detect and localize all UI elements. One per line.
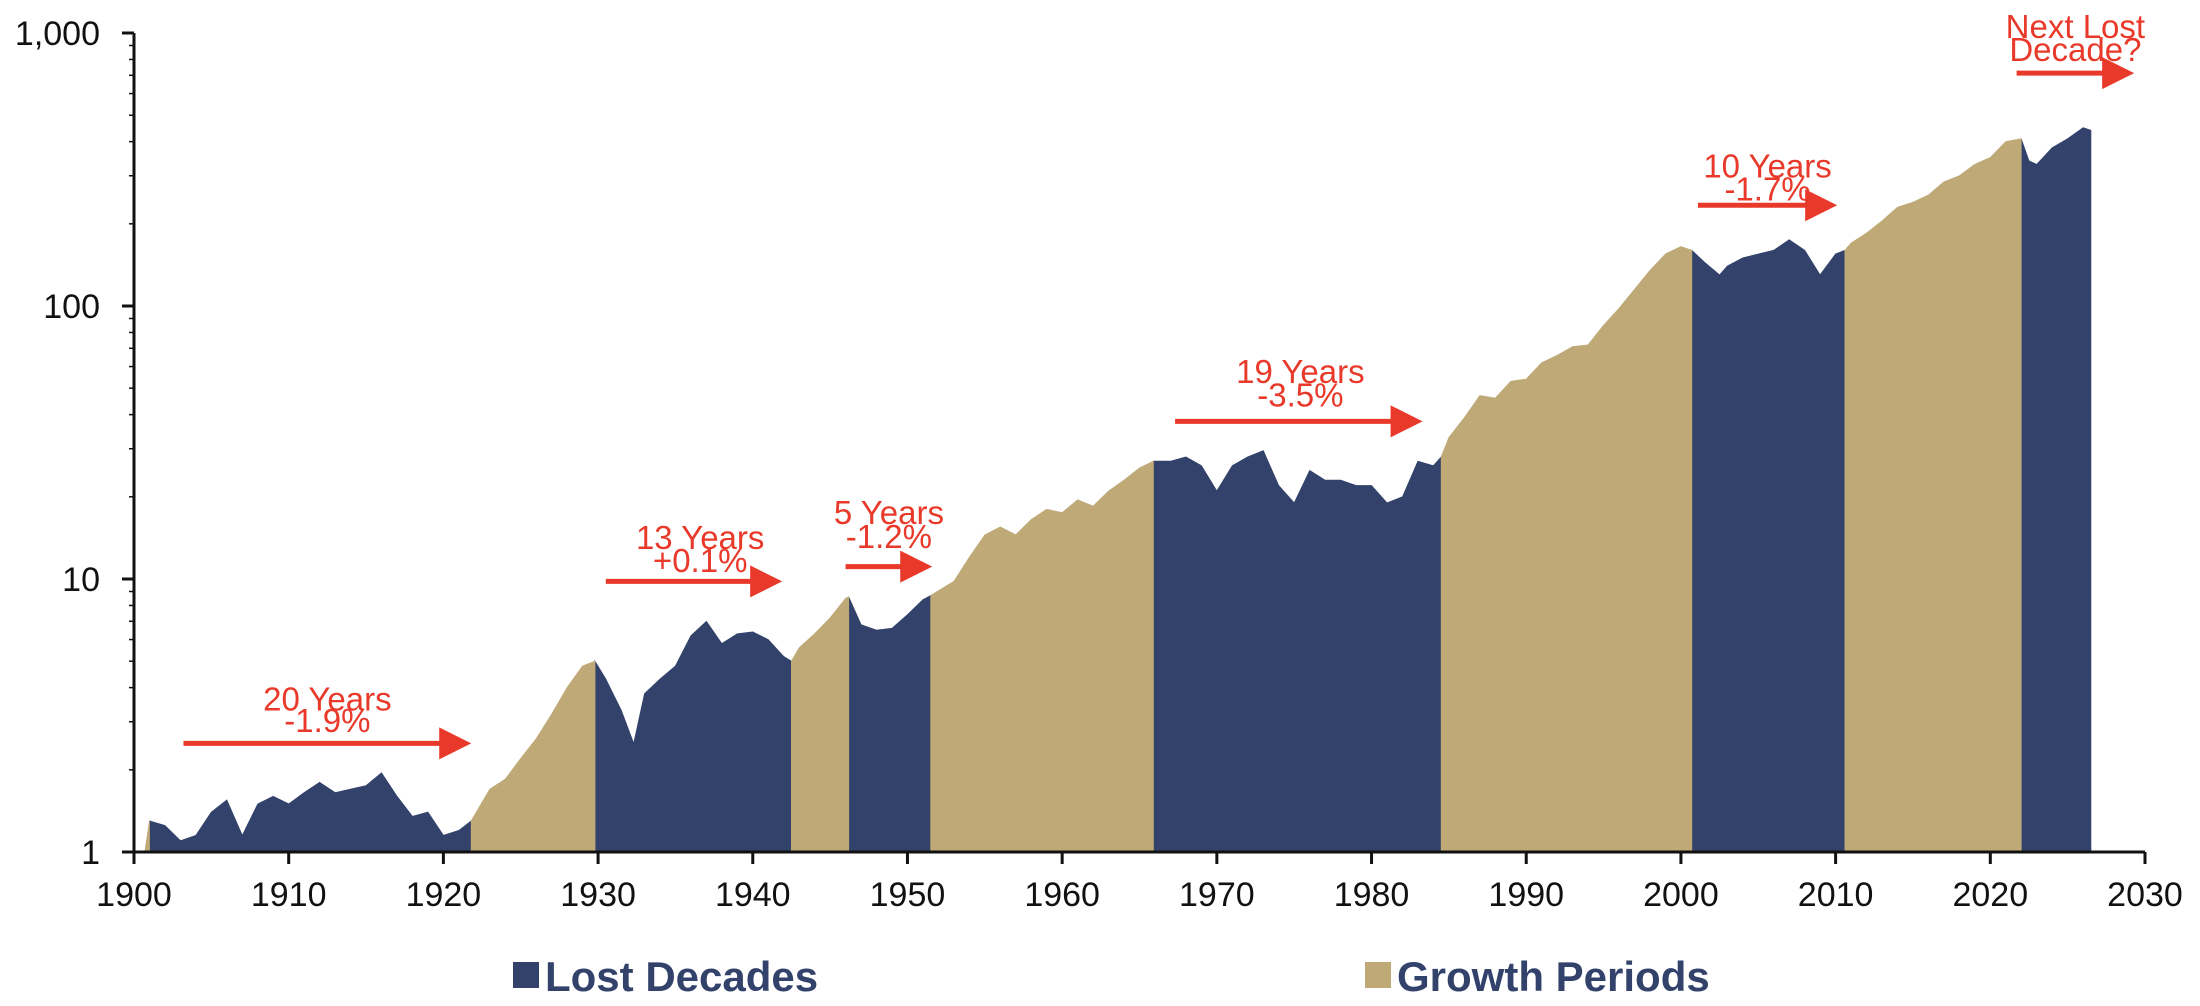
x-ticks: 1900 1910 1920 1930 1940 1950 1960 1970 1980 1990… [96, 852, 2183, 914]
y-tick-label: 100 [43, 288, 100, 326]
annotation-duration: 5 Years [834, 494, 944, 531]
x-tick-label: 1920 [406, 876, 482, 914]
annotation-return: -1.2% [846, 518, 932, 555]
y-ticks: 1 10 100 1,000 [15, 15, 134, 872]
annotation-a3: 5 Years-1.2% [834, 494, 944, 583]
annotation-duration: 20 Years [263, 680, 391, 717]
growth-periods-area-2 [470, 660, 596, 853]
x-tick-label: 1970 [1179, 876, 1255, 914]
annotation-return: -3.5% [1257, 376, 1343, 413]
annotation-duration: Next Lost [2006, 8, 2145, 45]
x-tick-label: 1910 [251, 876, 327, 914]
x-tick-label: 2030 [2107, 876, 2183, 914]
x-tick-label: 2010 [1798, 876, 1874, 914]
annotation-return: -1.9% [284, 702, 370, 739]
annotation-a4: 19 Years-3.5% [1175, 353, 1423, 438]
x-tick-label: 1990 [1488, 876, 1564, 914]
legend-swatch-growth-periods [1365, 962, 1391, 988]
annotation-duration: 13 Years [636, 519, 764, 556]
growth-periods-area-4 [930, 460, 1154, 853]
annotation-arrow-head [750, 565, 783, 598]
annotation-arrow-head [1805, 189, 1838, 222]
lost-decades-area-3 [848, 594, 932, 853]
growth-periods-area-6 [1844, 138, 2022, 853]
growth-periods-area-5 [1440, 246, 1693, 853]
annotation-a2: 13 Years+0.1% [605, 519, 783, 598]
legend-label-lost-decades: Lost Decades [545, 953, 818, 1000]
x-tick-label: 1950 [870, 876, 946, 914]
x-tick-label: 1930 [560, 876, 636, 914]
growth-periods-area-3 [791, 596, 850, 853]
annotation-return: -1.7% [1724, 171, 1810, 208]
lost-decades-area-1 [149, 772, 472, 853]
axes: 1 10 100 1,000 1900 1910 1920 1930 1940 1950 1960… [15, 15, 2183, 914]
annotations: 20 Years-1.9% 13 Years+0.1% 5 Years-1.2% 19… [183, 8, 2145, 760]
legend: Lost Decades Growth Periods [513, 953, 1710, 1000]
annotation-arrow-head [1390, 405, 1423, 438]
annotation-arrow-head [900, 550, 933, 583]
lost-decades-area-5 [1691, 239, 1846, 853]
legend-swatch-lost-decades [513, 962, 539, 988]
annotation-a1: 20 Years-1.9% [183, 680, 472, 760]
annotation-a5: 10 Years-1.7% [1697, 148, 1838, 222]
lost-decades-area-2 [594, 620, 792, 853]
x-tick-label: 1940 [715, 876, 791, 914]
legend-label-growth-periods: Growth Periods [1397, 953, 1710, 1000]
annotation-arrow-head [2102, 57, 2135, 90]
y-tick-label: 1 [81, 834, 100, 872]
annotation-duration: 19 Years [1236, 353, 1364, 390]
growth-periods-area-1 [144, 820, 150, 853]
annotation-return: Decade? [2009, 31, 2141, 68]
area-layer [144, 127, 2092, 853]
y-tick-label: 1,000 [15, 15, 100, 53]
annotation-arrow-head [439, 727, 472, 760]
x-tick-label: 2000 [1643, 876, 1719, 914]
annotation-return: +0.1% [653, 542, 748, 579]
annotation-duration: 10 Years [1703, 148, 1831, 185]
lost-decades-area-6 [2020, 127, 2092, 853]
x-tick-label: 1900 [96, 876, 172, 914]
lost-decades-area-4 [1153, 450, 1442, 853]
x-tick-label: 1960 [1024, 876, 1100, 914]
y-tick-label: 10 [62, 561, 100, 599]
x-tick-label: 2020 [1952, 876, 2028, 914]
x-tick-label: 1980 [1334, 876, 1410, 914]
